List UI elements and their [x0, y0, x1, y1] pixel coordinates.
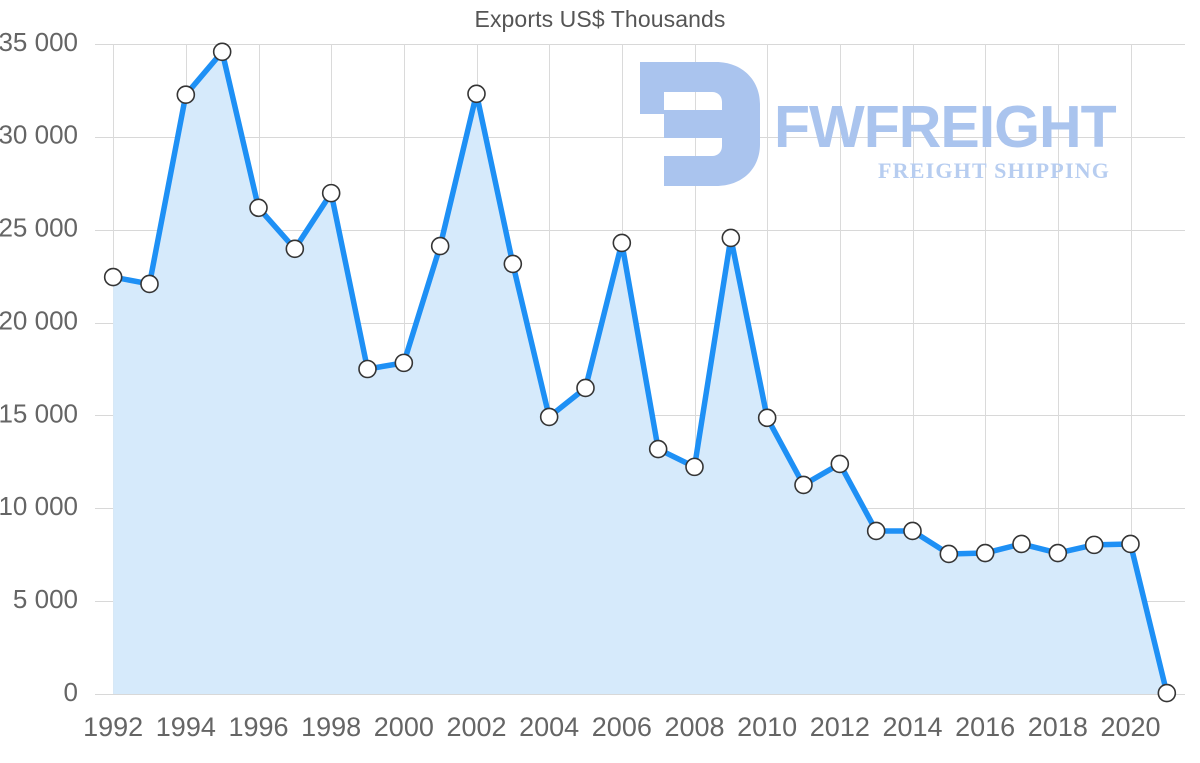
data-point-2005[interactable]: [576, 378, 595, 398]
data-point-2018[interactable]: [1048, 543, 1068, 563]
x-axis-tick-labels: 1992 1994 1996 1998 2000 2002 2004 2006 2008 2010…: [83, 712, 1160, 742]
x-tick-label: 2016: [955, 712, 1015, 742]
series-area-path: [113, 51, 1167, 695]
y-tick-label: 5 000: [13, 584, 78, 614]
data-point-1995[interactable]: [212, 42, 232, 62]
x-tick-label: 2002: [446, 712, 506, 742]
data-point-2021[interactable]: [1157, 683, 1177, 703]
data-point-2000[interactable]: [394, 353, 414, 373]
y-tick-label: 30 000: [0, 120, 78, 150]
y-tick-label: 15 000: [0, 398, 78, 428]
x-tick-label: 2018: [1028, 712, 1088, 742]
data-point-2017[interactable]: [1012, 534, 1031, 554]
y-tick-label: 20 000: [0, 305, 78, 335]
data-point-2011[interactable]: [794, 475, 813, 495]
data-point-2019[interactable]: [1084, 535, 1104, 555]
data-point-2012[interactable]: [830, 454, 850, 474]
data-point-2016[interactable]: [975, 543, 995, 563]
x-tick-label: 2020: [1100, 712, 1160, 742]
x-tick-label: 1992: [83, 712, 143, 742]
y-tick-label: 35 000: [0, 27, 78, 57]
data-point-1996[interactable]: [249, 198, 268, 218]
x-tick-label: 2012: [810, 712, 870, 742]
data-point-2008[interactable]: [685, 457, 704, 477]
data-point-2001[interactable]: [430, 236, 450, 256]
y-tick-label: 25 000: [0, 213, 78, 243]
y-tick-label: 0: [64, 677, 78, 707]
data-point-1994[interactable]: [176, 85, 196, 104]
x-tick-label: 2000: [374, 712, 434, 742]
x-tick-label: 2006: [592, 712, 652, 742]
data-point-2009[interactable]: [721, 228, 741, 248]
data-point-2013[interactable]: [866, 521, 886, 541]
x-tick-label: 1998: [301, 712, 361, 742]
data-point-2003[interactable]: [503, 254, 523, 274]
data-point-1993[interactable]: [140, 274, 159, 294]
x-tick-label: 2004: [519, 712, 579, 742]
x-tick-label: 1994: [156, 712, 216, 742]
chart-title: Exports US$ Thousands: [474, 6, 726, 32]
data-points: [103, 42, 1177, 703]
data-point-2020[interactable]: [1121, 534, 1140, 554]
data-point-1992[interactable]: [103, 267, 123, 287]
data-point-2006[interactable]: [612, 233, 632, 253]
x-tick-label: 2014: [882, 712, 942, 742]
data-point-2004[interactable]: [539, 407, 559, 427]
data-point-1998[interactable]: [321, 183, 341, 203]
y-axis-tick-labels: 0 5 000 10 000 15 000 20 000 25 000 30 000 35 0…: [0, 27, 78, 707]
data-point-1997[interactable]: [285, 239, 305, 259]
data-point-2002[interactable]: [467, 84, 486, 104]
data-point-2014[interactable]: [903, 521, 922, 541]
data-point-1999[interactable]: [358, 359, 377, 379]
data-point-2015[interactable]: [939, 544, 959, 564]
x-tick-label: 1996: [228, 712, 288, 742]
area-fill: [113, 51, 1167, 695]
data-point-2010[interactable]: [757, 408, 777, 428]
y-tick-label: 10 000: [0, 491, 78, 521]
data-point-2007[interactable]: [648, 439, 668, 459]
x-tick-label: 2010: [737, 712, 797, 742]
x-tick-label: 2008: [664, 712, 724, 742]
